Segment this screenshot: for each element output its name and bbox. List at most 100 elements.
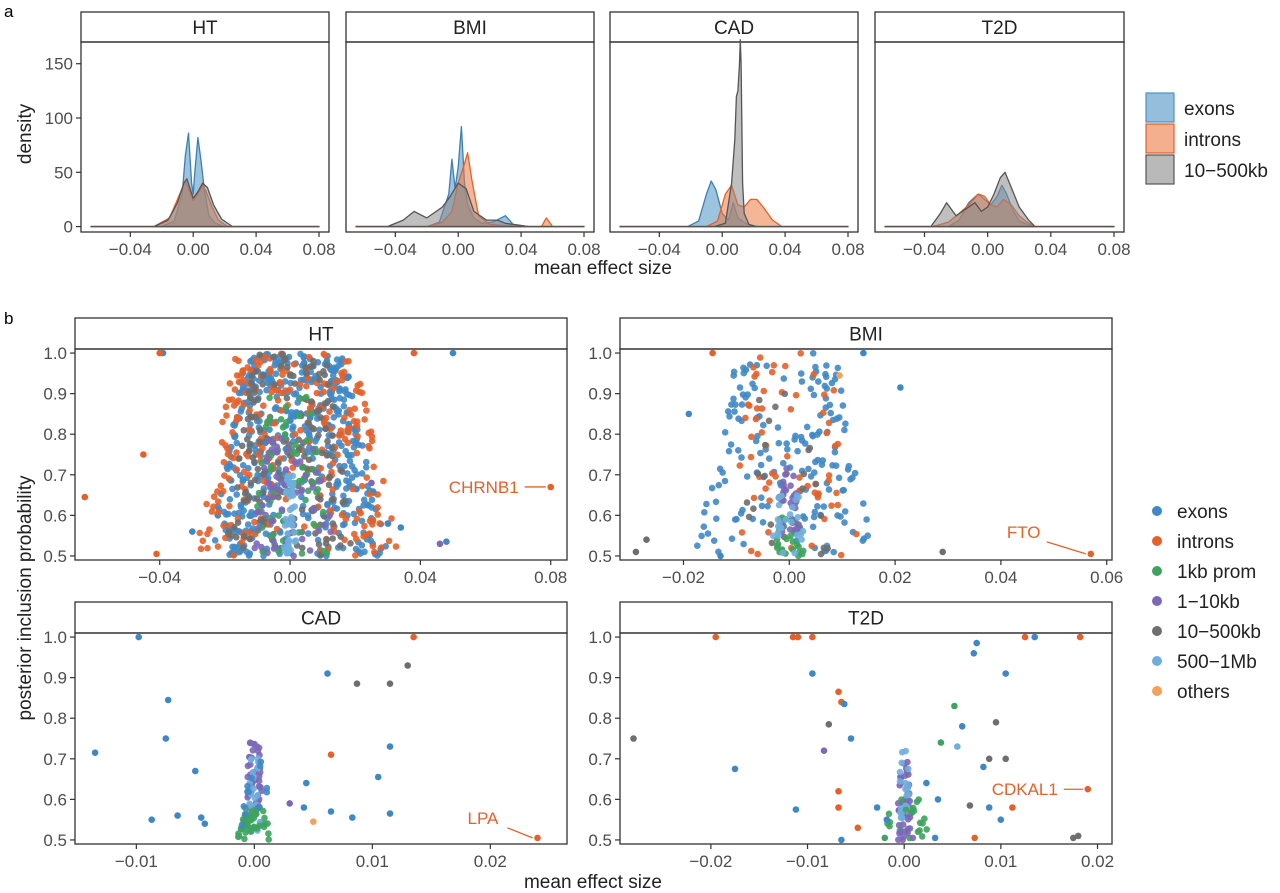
scatter-point [208,508,216,515]
scatter-point [799,485,806,492]
scatter-point [774,542,781,549]
scatter-point [310,425,318,433]
scatter-point [309,484,317,491]
scatter-point [881,834,889,842]
legend-b-label: 500−1Mb [1177,652,1257,673]
scatter-point [350,510,358,518]
scatter-point [792,806,800,813]
density-panel-strip [874,11,1125,43]
scatter-point [898,796,905,803]
scatter-point [916,827,923,834]
scatter-point [251,740,258,748]
scatter-point [902,747,909,755]
scatter-point [269,493,277,501]
scatter-point [713,515,720,522]
scatter-point [245,447,253,455]
scatter-point [339,372,346,379]
scatter-point [909,804,917,812]
scatter-point [726,413,733,420]
scatter-point [153,550,160,558]
scatter-point [643,536,650,543]
density-panel-border [345,41,595,233]
scatter-point [1021,633,1029,641]
scatter-point [847,735,855,742]
scatter-point [897,809,904,816]
scatter-point [735,415,742,423]
scatter-point [310,506,318,514]
scatter-point [814,503,821,510]
scatter-point [240,401,247,409]
scatter-point [361,400,369,408]
scatter-point [360,496,368,504]
scatter-point [260,402,267,410]
scatter-point [966,802,974,809]
scatter-point [700,523,708,530]
scatter-point [350,444,358,451]
scatter-point [793,531,801,539]
scatter-point [992,719,1000,726]
scatter-panel-x-tick-label: 0.01 [984,852,1017,871]
b-x-axis-label: mean effect size [524,872,662,893]
scatter-point [284,549,292,557]
scatter-point [388,515,395,522]
scatter-point [685,410,693,418]
scatter-point [363,474,371,481]
scatter-panel-y-tick-label: 0.5 [43,831,67,850]
scatter-point [369,542,377,550]
scatter-panel-y-tick-label: 0.6 [43,506,67,525]
scatter-point [832,462,840,470]
scatter-point [795,543,802,550]
scatter-point [235,415,242,422]
scatter-point [237,503,245,511]
scatter-point [249,747,257,754]
scatter-point [332,378,340,385]
scatter-point [316,426,323,434]
density-panel-x-tick-label: 0.00 [442,240,475,259]
scatter-point [258,543,265,551]
scatter-point [808,542,815,550]
scatter-point [772,403,779,411]
scatter-point [810,513,818,521]
scatter-point [835,474,843,482]
scatter-point [368,504,376,511]
scatter-point [788,518,795,526]
legend-b-dot [1152,686,1162,696]
scatter-point [758,494,765,502]
scatter-point [767,521,775,528]
scatter-panel-y-tick-label: 1.0 [588,344,612,363]
scatter-point [774,529,782,537]
scatter-point [246,407,253,414]
scatter-point [841,519,848,526]
scatter-point [247,394,254,402]
scatter-point [724,408,732,415]
scatter-point [363,407,370,414]
scatter-point [410,633,417,641]
scatter-point [814,456,822,464]
scatter-point [326,408,333,416]
scatter-panel-border [74,632,568,845]
scatter-point [353,471,361,478]
scatter-point [244,496,251,504]
legend-b-dot [1152,506,1162,516]
density-panel: T2D −0.04 0.00 0.04 0.08 [874,11,1131,259]
scatter-point [248,774,255,782]
scatter-point [794,633,802,641]
scatter-point [229,543,236,551]
scatter-point [270,545,278,552]
scatter-point [791,549,798,557]
scatter-point [786,511,794,518]
scatter-point [301,523,308,530]
scatter-point [305,456,313,464]
scatter-point [939,548,946,556]
scatter-point [715,481,723,489]
annotation-label: CHRNB1 [449,478,519,497]
scatter-point [289,515,296,523]
density-panel: CAD −0.04 0.00 0.04 0.08 [609,11,865,259]
scatter-point [805,465,812,473]
annotation-label: LPA [468,809,500,828]
legend-b-item: others [1152,682,1230,703]
scatter-point [374,491,382,498]
scatter-point [341,497,349,505]
scatter-panel-y-tick-label: 0.8 [588,425,612,444]
